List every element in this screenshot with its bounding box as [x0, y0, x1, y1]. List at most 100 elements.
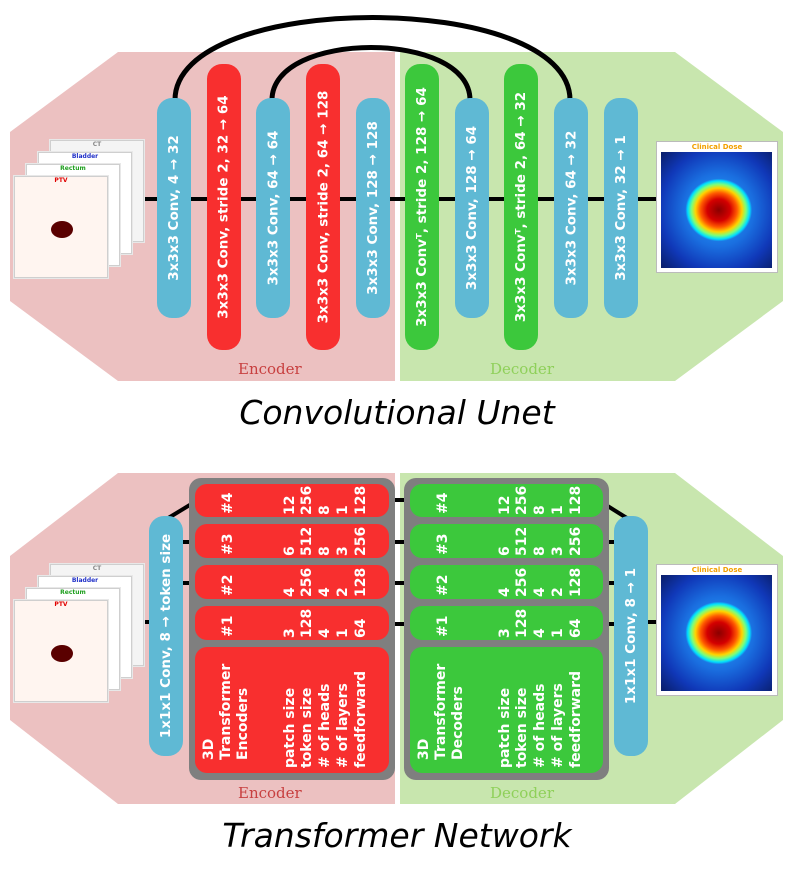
decoder-layer-2-value-5: 128: [568, 567, 584, 597]
slice-ptv: PTV: [14, 176, 108, 278]
unet-output-dose: Clinical Dose: [656, 141, 778, 273]
encoder-layer-3-id: #3: [220, 533, 236, 555]
decoder-header: [410, 647, 603, 773]
encoder-layer-4-value-5: 128: [353, 485, 369, 515]
encoder-layer-1-value-2: 128: [299, 608, 315, 638]
unet-block-9: 3x3x3 Conv, 64 → 32: [554, 98, 588, 318]
encoder-layer-2-value-3: 4: [317, 587, 333, 597]
decoder-layer-1-value-1: 3: [497, 628, 513, 638]
encoder-header-line1: 3D: [201, 738, 217, 760]
decoder-layer-1-id: #1: [435, 615, 451, 637]
encoder-header-line3: Encoders: [235, 687, 251, 760]
decoder-layer-1-value-5: 64: [568, 618, 584, 638]
encoder-row-3: [195, 524, 389, 558]
encoder-layer-4-value-2: 256: [299, 485, 315, 515]
decoder-layer-2-value-4: 2: [550, 587, 566, 597]
slice-bladder-title: Bladder: [71, 577, 99, 584]
decoder-row-1: [410, 606, 603, 640]
encoder-param-name-3: # of heads: [317, 683, 333, 768]
decoder-row-4: [410, 484, 603, 517]
transformer-output-title: Clinical Dose: [691, 566, 743, 574]
encoder-layer-2-id: #2: [220, 574, 236, 596]
slice-bladder-title: Bladder: [71, 153, 99, 160]
unet-title: Convolutional Unet: [239, 393, 555, 432]
unet-block-5: 3x3x3 Conv, 128 → 128: [356, 98, 390, 318]
encoder-layer-4-value-3: 8: [317, 505, 333, 515]
transformer-input-conv: 1x1x1 Conv, 8 → token size: [149, 516, 183, 756]
dose-map: [661, 575, 772, 691]
decoder-param-name-3: # of heads: [532, 683, 548, 768]
unet-block-2: 3x3x3 Conv, stride 2, 32 → 64: [207, 64, 241, 350]
slice-rectum-title: Rectum: [60, 589, 86, 596]
encoder-param-name-5: feedforward: [353, 670, 369, 768]
decoder-layer-3-id: #3: [435, 533, 451, 555]
skip-connection-inner: [269, 45, 473, 101]
encoder-layer-3-value-1: 6: [282, 546, 298, 556]
decoder-layer-2-value-3: 4: [532, 587, 548, 597]
encoder-param-name-4: # of layers: [335, 683, 351, 768]
unet-decoder-label: Decoder: [490, 360, 554, 378]
ptv-blob: [51, 645, 73, 662]
decoder-layer-2-id: #2: [435, 574, 451, 596]
encoder-layer-1-value-4: 1: [335, 628, 351, 638]
decoder-header-line3: Decoders: [450, 686, 466, 760]
slice-rectum-title: Rectum: [60, 165, 86, 172]
encoder-layer-4-value-1: 12: [282, 495, 298, 515]
decoder-row-3: [410, 524, 603, 558]
encoder-layer-4-id: #4: [220, 492, 236, 514]
encoder-param-name-2: token size: [299, 687, 315, 768]
unet-block-8: 3x3x3 Convᵀ, stride 2, 64 → 32: [504, 64, 538, 350]
transformer-output-conv: 1x1x1 Conv, 8 → 1: [614, 516, 648, 756]
decoder-layer-1-value-2: 128: [514, 608, 530, 638]
unet-block-3: 3x3x3 Conv, 64 → 64: [256, 98, 290, 318]
slice-ct-title: CT: [92, 141, 102, 148]
unet-block-10: 3x3x3 Conv, 32 → 1: [604, 98, 638, 318]
transformer-decoder-label: Decoder: [490, 784, 554, 802]
unet-block-1: 3x3x3 Conv, 4 → 32: [157, 98, 191, 318]
encoder-param-name-1: patch size: [282, 687, 298, 768]
decoder-layer-2-value-1: 4: [497, 587, 513, 597]
unet-block-4: 3x3x3 Conv, stride 2, 64 → 128: [306, 64, 340, 350]
transformer-output-dose: Clinical Dose: [656, 564, 778, 696]
decoder-layer-2-value-2: 256: [514, 567, 530, 597]
decoder-row-2: [410, 565, 603, 599]
encoder-layer-1-id: #1: [220, 615, 236, 637]
decoder-layer-3-value-4: 3: [550, 546, 566, 556]
unet-encoder-label: Encoder: [238, 360, 302, 378]
decoder-header-line1: 3D: [416, 738, 432, 760]
encoder-row-1: [195, 606, 389, 640]
ptv-blob: [51, 221, 73, 238]
decoder-layer-4-value-5: 128: [568, 485, 584, 515]
dose-map: [661, 152, 772, 268]
encoder-layer-1-value-5: 64: [353, 618, 369, 638]
unet-input-stack: CT Bladder Rectum PTV: [14, 140, 144, 280]
slice-ptv-title: PTV: [54, 601, 68, 608]
encoder-layer-2-value-4: 2: [335, 587, 351, 597]
decoder-layer-1-value-3: 4: [532, 628, 548, 638]
decoder-param-name-2: token size: [514, 687, 530, 768]
encoder-layer-4-value-4: 1: [335, 505, 351, 515]
encoder-layer-3-value-5: 256: [353, 526, 369, 556]
decoder-layer-4-value-2: 256: [514, 485, 530, 515]
slice-ct-title: CT: [92, 565, 102, 572]
unet-block-7: 3x3x3 Conv, 128 → 64: [455, 98, 489, 318]
decoder-layer-3-value-2: 512: [514, 526, 530, 556]
decoder-layer-4-value-4: 1: [550, 505, 566, 515]
unet-decoder-panel: [400, 52, 783, 381]
decoder-param-name-5: feedforward: [568, 670, 584, 768]
slice-ptv: PTV: [14, 600, 108, 702]
encoder-layer-1-value-1: 3: [282, 628, 298, 638]
encoder-row-2: [195, 565, 389, 599]
encoder-header-line2: Transformer: [218, 663, 234, 760]
transformer-input-stack: CT Bladder Rectum PTV: [14, 564, 144, 704]
decoder-layer-3-value-5: 256: [568, 526, 584, 556]
decoder-layer-4-value-3: 8: [532, 505, 548, 515]
slice-ptv-title: PTV: [54, 177, 68, 184]
decoder-layer-4-value-1: 12: [497, 495, 513, 515]
decoder-layer-3-value-1: 6: [497, 546, 513, 556]
encoder-layer-3-value-2: 512: [299, 526, 315, 556]
decoder-param-name-1: patch size: [497, 687, 513, 768]
encoder-layer-3-value-3: 8: [317, 546, 333, 556]
unet-encoder-panel: [10, 52, 395, 381]
